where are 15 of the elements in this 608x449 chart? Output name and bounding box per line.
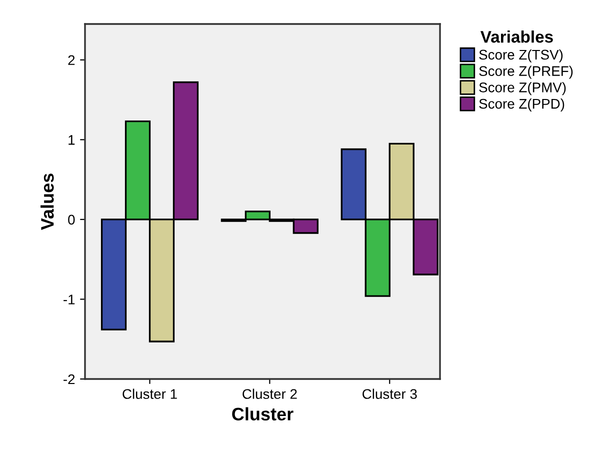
x-tick-label: Cluster 3 (362, 388, 417, 399)
x-tick-label: Cluster 1 (122, 388, 177, 399)
y-tick-label: -1 (64, 294, 75, 304)
legend-label: Score Z(TSV) (479, 49, 563, 62)
y-tick-label: 2 (68, 55, 75, 65)
y-tick-label: 0 (68, 214, 75, 225)
legend-label: Score Z(PMV) (479, 82, 566, 96)
y-tick-label: -2 (64, 374, 75, 384)
legend-label: Score Z(PREF) (479, 66, 573, 79)
y-axis-title: Values (40, 174, 54, 230)
x-axis-title: Cluster (232, 407, 294, 420)
legend-label: Score Z(PPD) (479, 98, 564, 112)
legend-title: Variables (480, 30, 553, 43)
x-tick-label: Cluster 2 (242, 388, 297, 399)
y-tick-label: 1 (68, 135, 75, 145)
